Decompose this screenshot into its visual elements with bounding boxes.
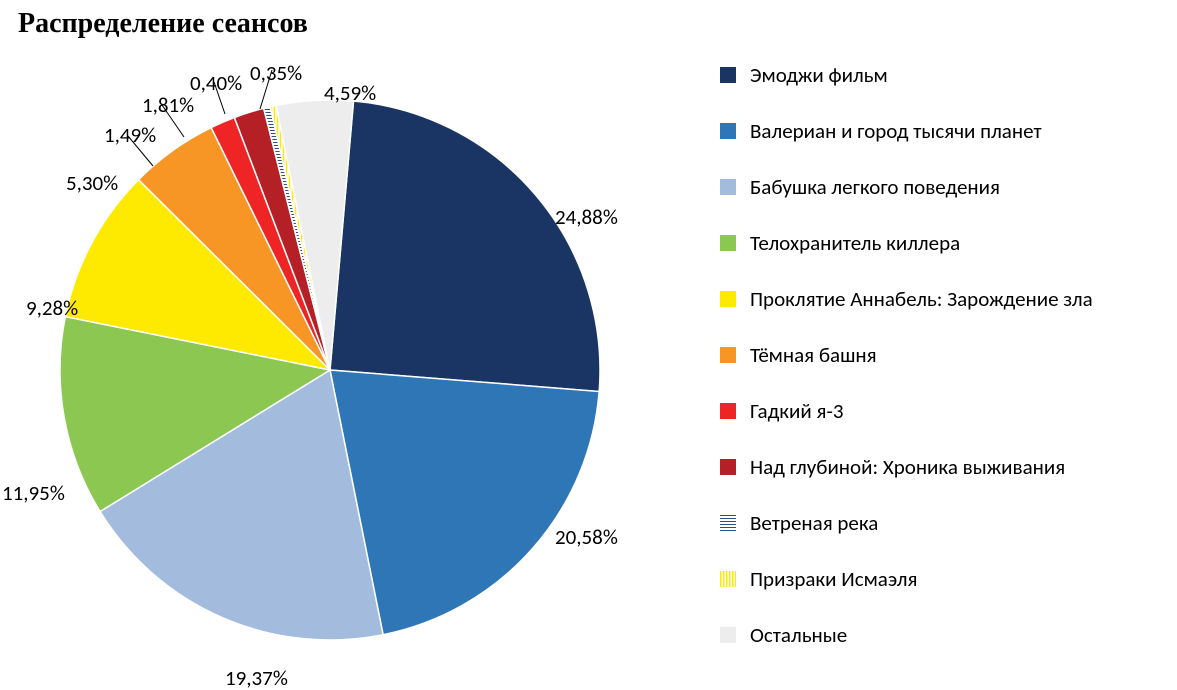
data-label: 9,28% — [26, 295, 78, 321]
legend-item: Тёмная башня — [720, 342, 1160, 368]
legend-swatch — [720, 235, 736, 251]
legend-swatch — [720, 403, 736, 419]
legend-swatch — [720, 179, 736, 195]
legend-item: Телохранитель киллера — [720, 230, 1160, 256]
data-label: 11,95% — [2, 480, 65, 506]
legend-label: Ветреная река — [750, 510, 878, 536]
legend-swatch — [720, 347, 736, 363]
legend-item: Ветреная река — [720, 510, 1160, 536]
pie-slices — [60, 100, 600, 640]
legend-label: Призраки Исмаэля — [750, 566, 917, 592]
data-label: 0,35% — [250, 60, 302, 86]
legend-label: Тёмная башня — [750, 342, 877, 368]
legend-label: Над глубиной: Хроника выживания — [750, 454, 1065, 480]
data-label: 20,58% — [555, 524, 618, 550]
legend-label: Эмоджи фильм — [750, 62, 888, 88]
legend-item: Призраки Исмаэля — [720, 566, 1160, 592]
legend-label: Телохранитель киллера — [750, 230, 960, 256]
legend-label: Бабушка легкого поведения — [750, 174, 1000, 200]
legend-swatch — [720, 291, 736, 307]
legend-swatch — [720, 571, 736, 587]
data-label: 4,59% — [324, 80, 376, 106]
pie-slice — [330, 101, 600, 391]
legend-label: Проклятие Аннабель: Зарождение зла — [750, 286, 1093, 312]
legend-item: Остальные — [720, 622, 1160, 648]
data-label: 5,30% — [66, 170, 118, 196]
data-label: 19,37% — [225, 665, 288, 690]
data-label: 1,81% — [142, 92, 194, 118]
data-label: 24,88% — [555, 204, 618, 230]
data-label: 1,49% — [104, 122, 156, 148]
legend-item: Эмоджи фильм — [720, 62, 1160, 88]
legend-label: Валериан и город тысячи планет — [750, 118, 1042, 144]
legend-label: Остальные — [750, 622, 847, 648]
legend-label: Гадкий я-3 — [750, 398, 844, 424]
legend-item: Бабушка легкого поведения — [720, 174, 1160, 200]
data-label: 0,40% — [190, 70, 242, 96]
legend-swatch — [720, 627, 736, 643]
legend-swatch — [720, 515, 736, 531]
legend-swatch — [720, 459, 736, 475]
legend-item: Над глубиной: Хроника выживания — [720, 454, 1160, 480]
legend-swatch — [720, 123, 736, 139]
legend-item: Проклятие Аннабель: Зарождение зла — [720, 286, 1160, 312]
legend: Эмоджи фильм Валериан и город тысячи план… — [720, 62, 1160, 678]
legend-swatch — [720, 67, 736, 83]
chart-container: { "chart": { "type": "pie", "title": "Ра… — [0, 0, 1177, 690]
legend-item: Валериан и город тысячи планет — [720, 118, 1160, 144]
legend-item: Гадкий я-3 — [720, 398, 1160, 424]
